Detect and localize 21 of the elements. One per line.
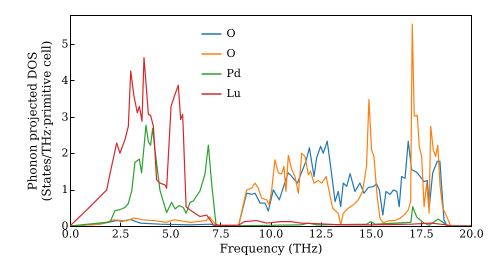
line-series: [70, 56, 471, 226]
legend-label: Lu: [226, 87, 241, 100]
legend-label: O: [226, 27, 236, 40]
y-tick-label: 4: [62, 74, 68, 87]
legend-label: O: [226, 47, 236, 60]
legend-label: Pd: [226, 67, 241, 80]
x-axis-title: Frequency (THz): [220, 242, 322, 256]
y-tick-label: 5: [62, 38, 68, 51]
x-tick-label: 5.0: [162, 228, 180, 240]
y-tick-label: 2: [62, 146, 68, 160]
x-tick-label: 0.0: [62, 228, 80, 240]
x-tick-label: 10.0: [258, 228, 284, 240]
y-tick-label: 1: [62, 183, 68, 196]
x-tick-label: 2.5: [112, 228, 130, 240]
y-axis-title: Phonon projected DOS (States/THz·primitive cell): [26, 40, 54, 202]
x-tick-label: 20.0: [459, 228, 484, 240]
x-tick-label: 15.0: [359, 228, 384, 240]
x-tick-label: 7.5: [212, 228, 230, 240]
x-tick-label: 17.5: [409, 228, 434, 240]
y-tick-label: 3: [62, 110, 68, 124]
x-tick-label: 12.5: [308, 228, 334, 240]
